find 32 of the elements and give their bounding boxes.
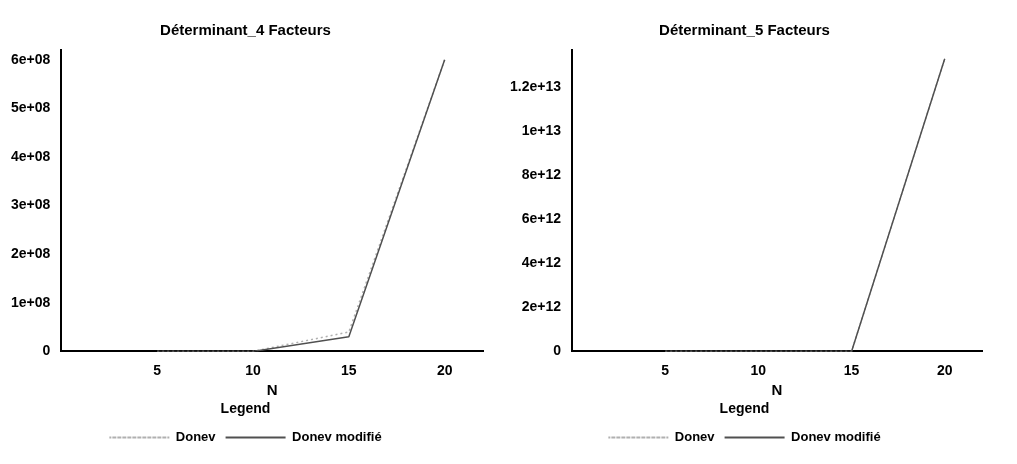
x-tick-label: 15 [843, 361, 860, 378]
y-tick-label: 2e+12 [521, 298, 562, 315]
x-tick-label: 20 [436, 361, 453, 378]
y-tick-label: 2e+08 [10, 245, 51, 262]
y-tick-label: 1e+08 [10, 293, 51, 310]
y-tick-label: 0 [553, 342, 562, 359]
x-axis-title: N [771, 381, 783, 399]
y-tick-label: 6e+12 [521, 210, 562, 227]
legend-label: Donev [175, 429, 217, 445]
chart-title: Déterminant_4 Facteurs [160, 21, 331, 39]
y-tick-label: 5e+08 [10, 99, 51, 116]
y-tick-label: 3e+08 [10, 196, 51, 213]
legend-label: Donev modifié [791, 429, 881, 445]
y-tick-label: 8e+12 [521, 166, 562, 183]
y-tick-label: 4e+12 [521, 254, 562, 271]
y-tick-label: 1.2e+13 [510, 78, 562, 95]
y-tick-label: 4e+08 [10, 147, 51, 164]
x-axis-title: N [266, 381, 278, 399]
legend-title: Legend [220, 400, 271, 417]
x-tick-label: 5 [661, 361, 670, 378]
chart-title: Déterminant_5 Facteurs [659, 21, 830, 39]
x-tick-label: 15 [341, 361, 357, 378]
x-tick-label: 20 [936, 361, 953, 378]
x-tick-label: 5 [153, 361, 162, 378]
legend-label: Donev [674, 429, 716, 445]
y-tick-label: 0 [42, 342, 51, 359]
y-tick-label: 1e+13 [521, 122, 562, 139]
legend-title: Legend [719, 400, 770, 417]
y-tick-label: 6e+08 [10, 50, 51, 67]
x-tick-label: 10 [245, 361, 261, 378]
legend-label: Donev modifié [292, 429, 382, 445]
x-tick-label: 10 [750, 361, 767, 378]
